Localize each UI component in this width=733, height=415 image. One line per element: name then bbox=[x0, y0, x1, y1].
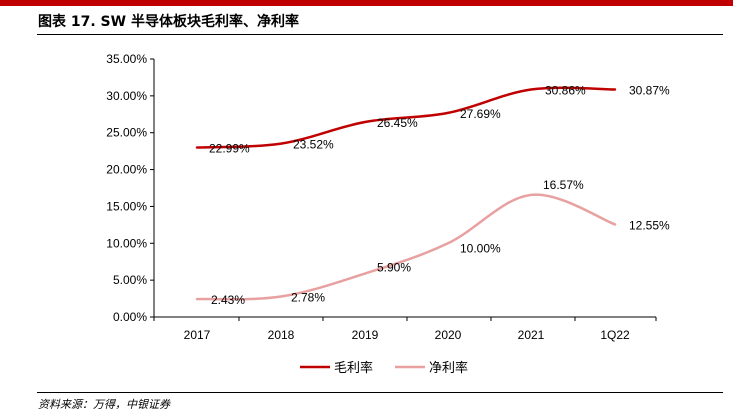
y-tick-label: 15.00% bbox=[106, 199, 147, 213]
y-tick-label: 35.00% bbox=[106, 52, 147, 66]
data-label: 5.90% bbox=[377, 261, 411, 275]
x-tick-label: 2017 bbox=[184, 328, 211, 342]
data-label: 23.52% bbox=[293, 138, 334, 152]
source-divider bbox=[37, 392, 723, 393]
data-label: 12.55% bbox=[629, 218, 670, 232]
data-label: 16.57% bbox=[543, 178, 584, 192]
figure-title: 图表 17. SW 半导体板块毛利率、净利率 bbox=[38, 14, 299, 30]
x-tick-label: 1Q22 bbox=[600, 328, 630, 342]
x-tick-label: 2020 bbox=[435, 328, 462, 342]
data-label: 10.00% bbox=[460, 241, 501, 255]
data-label: 27.69% bbox=[460, 107, 501, 121]
top-accent-bar bbox=[0, 0, 733, 6]
data-label: 2.43% bbox=[211, 293, 245, 307]
y-tick-label: 5.00% bbox=[113, 273, 147, 287]
title-divider bbox=[37, 34, 723, 35]
series-line-net-margin bbox=[195, 193, 617, 301]
legend-label: 净利率 bbox=[429, 360, 468, 375]
y-tick-label: 30.00% bbox=[106, 89, 147, 103]
x-tick-label: 2018 bbox=[268, 328, 295, 342]
data-label: 22.99% bbox=[209, 142, 250, 156]
y-tick-label: 20.00% bbox=[106, 163, 147, 177]
x-tick-label: 2021 bbox=[518, 328, 545, 342]
legend-label: 毛利率 bbox=[334, 360, 373, 375]
source-note: 资料来源：万得，中银证券 bbox=[38, 398, 170, 411]
y-tick-label: 0.00% bbox=[113, 310, 147, 324]
y-tick-label: 25.00% bbox=[106, 126, 147, 140]
x-tick-label: 2019 bbox=[352, 328, 379, 342]
data-label: 30.86% bbox=[545, 84, 586, 98]
data-label: 26.45% bbox=[377, 116, 418, 130]
y-tick-label: 10.00% bbox=[106, 236, 147, 250]
data-label: 30.87% bbox=[629, 83, 670, 97]
series-line-gross-margin bbox=[195, 86, 617, 149]
data-label: 2.78% bbox=[291, 291, 325, 305]
